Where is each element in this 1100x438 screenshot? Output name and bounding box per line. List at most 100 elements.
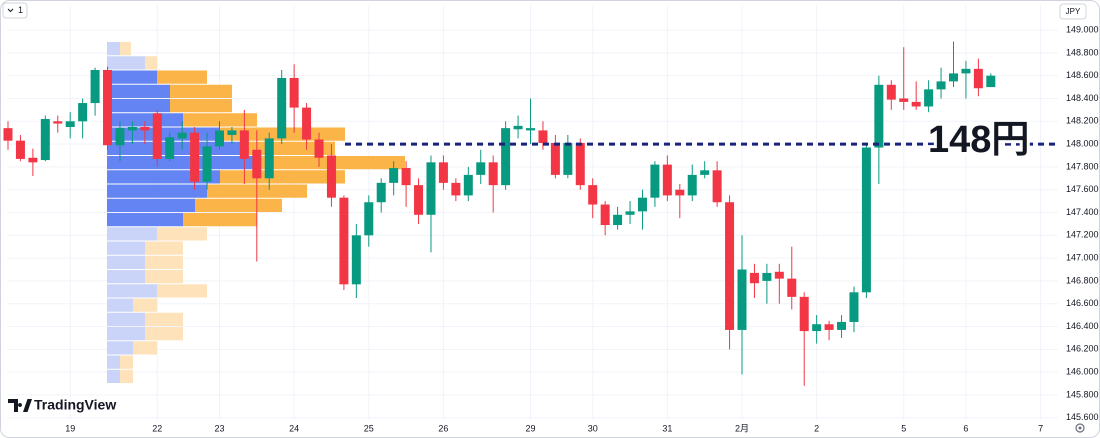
profile-sell: [195, 198, 282, 212]
profile-sell: [170, 98, 232, 113]
y-tick-label: 147.200: [1066, 230, 1099, 240]
candle-body: [961, 68, 971, 74]
candle-body: [401, 168, 411, 186]
profile-sell: [145, 270, 183, 284]
candle-body: [389, 168, 399, 183]
x-tick-label: 6: [963, 423, 968, 433]
candle-body: [550, 142, 560, 175]
candle-body: [277, 77, 287, 139]
profile-buy: [107, 355, 120, 369]
candle-body: [924, 89, 934, 107]
y-tick-label: 146.000: [1066, 366, 1099, 376]
interval-label: 1: [18, 5, 23, 15]
profile-buy: [107, 312, 145, 327]
y-tick-label: 147.800: [1066, 161, 1099, 171]
candle-body: [289, 77, 299, 108]
candle-body: [737, 269, 747, 330]
profile-buy: [107, 98, 170, 113]
x-tick-label: 29: [526, 423, 536, 433]
candle-body: [40, 119, 50, 161]
x-tick-label: 24: [289, 423, 299, 433]
profile-buy: [107, 56, 145, 70]
candle-body: [451, 182, 461, 196]
profile-sell: [145, 56, 157, 70]
candle-body: [675, 189, 685, 196]
candle-body: [426, 162, 436, 215]
profile-buy: [107, 141, 245, 155]
y-tick-label: 148.000: [1066, 138, 1099, 148]
profile-buy: [107, 70, 157, 84]
candle-body: [899, 98, 909, 102]
candle-body: [575, 142, 585, 186]
candle-body: [936, 81, 946, 90]
candle-body: [239, 130, 249, 159]
profile-sell: [145, 312, 183, 327]
x-tick-label: 7: [1038, 423, 1043, 433]
candle-body: [849, 292, 859, 322]
candle-body: [712, 170, 722, 203]
profile-buy: [107, 155, 257, 170]
profile-buy: [107, 113, 183, 127]
settings-button[interactable]: [1075, 423, 1085, 433]
candle-body: [526, 128, 536, 131]
currency-button[interactable]: JPY: [1059, 3, 1087, 20]
x-tick-label: 5: [901, 423, 906, 433]
x-tick-label: 2: [814, 423, 819, 433]
profile-buy: [107, 213, 183, 227]
y-tick-label: 146.400: [1066, 321, 1099, 331]
candle-body: [886, 84, 896, 100]
candle-body: [513, 125, 523, 130]
profile-sell: [133, 341, 157, 355]
candle-body: [837, 321, 847, 330]
profile-sell: [120, 41, 131, 56]
profile-sell: [133, 298, 157, 312]
candle-body: [65, 121, 75, 127]
candle-body: [538, 130, 548, 143]
candle-body: [973, 68, 983, 89]
x-tick-label: 31: [662, 423, 672, 433]
profile-buy: [107, 341, 133, 355]
x-tick-label: 2月: [735, 423, 749, 433]
candle-body: [78, 103, 88, 122]
candle-body: [501, 128, 511, 186]
candle-body: [438, 162, 448, 183]
candle-body: [190, 132, 200, 182]
profile-sell: [145, 327, 183, 341]
profile-buy: [107, 198, 195, 212]
candle-body: [214, 130, 224, 147]
price-line-label: 148円: [928, 119, 1029, 161]
candle-body: [911, 101, 921, 107]
candle-body: [762, 272, 772, 281]
profile-buy: [107, 41, 120, 56]
profile-sell: [157, 284, 207, 298]
candle-body: [364, 202, 374, 236]
candle-body: [53, 121, 63, 124]
profile-sell: [170, 84, 232, 98]
x-tick-label: 23: [214, 423, 224, 433]
profile-sell: [183, 113, 257, 127]
candle-body: [177, 132, 187, 139]
candle-body: [227, 130, 237, 135]
candle-body: [613, 214, 623, 226]
candle-body: [725, 202, 735, 330]
gear: [1075, 423, 1085, 433]
profile-buy: [107, 241, 145, 255]
candle-body: [90, 69, 100, 104]
profile-buy: [107, 270, 145, 284]
overlay: 148円: [345, 116, 1058, 164]
y-tick-label: 147.400: [1066, 207, 1099, 217]
candle-body: [600, 204, 610, 226]
candle-body: [3, 128, 13, 141]
candle-body: [812, 324, 822, 332]
profile-sell: [220, 170, 345, 184]
candle-body: [650, 164, 660, 198]
interval-button[interactable]: 1: [2, 2, 28, 19]
y-tick-label: 148.400: [1066, 93, 1099, 103]
y-tick-label: 148.600: [1066, 70, 1099, 80]
button-box: [2, 2, 28, 19]
profile-sell: [183, 213, 257, 227]
y-tick-label: 146.600: [1066, 298, 1099, 308]
candle-body: [314, 139, 324, 158]
candle-body: [463, 174, 473, 196]
profile-buy: [107, 184, 207, 198]
